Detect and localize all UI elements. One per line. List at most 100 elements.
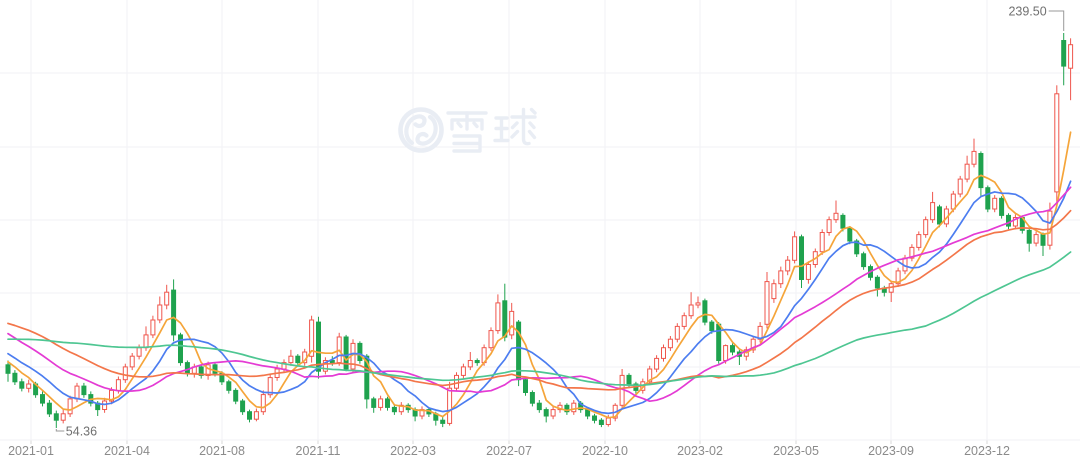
candle-down[interactable] bbox=[184, 362, 190, 374]
candle-down[interactable] bbox=[5, 364, 11, 374]
candle-down[interactable] bbox=[81, 385, 87, 396]
candle-down[interactable] bbox=[364, 355, 370, 400]
candle-up[interactable] bbox=[260, 394, 266, 413]
candle-down[interactable] bbox=[502, 300, 508, 338]
candle-up[interactable] bbox=[750, 338, 756, 351]
candle-up[interactable] bbox=[909, 246, 915, 259]
candle-up[interactable] bbox=[992, 197, 998, 210]
candle-up[interactable] bbox=[819, 232, 825, 253]
candle-down[interactable] bbox=[198, 366, 204, 376]
candle-down[interactable] bbox=[592, 415, 597, 421]
candle-up[interactable] bbox=[681, 315, 687, 327]
candle-down[interactable] bbox=[46, 402, 52, 415]
candle-up[interactable] bbox=[1068, 44, 1074, 69]
candle-up[interactable] bbox=[764, 281, 770, 325]
candle-up[interactable] bbox=[654, 357, 660, 370]
candle-down[interactable] bbox=[874, 276, 880, 289]
candle-down[interactable] bbox=[840, 214, 846, 229]
candle-up[interactable] bbox=[288, 355, 294, 364]
candle-up[interactable] bbox=[805, 264, 811, 280]
candle-down[interactable] bbox=[799, 236, 804, 281]
candle-up[interactable] bbox=[150, 319, 156, 336]
candle-up[interactable] bbox=[122, 366, 128, 381]
candle-down[interactable] bbox=[543, 409, 549, 417]
candle-up[interactable] bbox=[454, 374, 459, 389]
candle-down[interactable] bbox=[440, 419, 446, 424]
candle-up[interactable] bbox=[378, 398, 384, 408]
candle-down[interactable] bbox=[40, 394, 45, 404]
candle-up[interactable] bbox=[661, 347, 666, 359]
candle-down[interactable] bbox=[247, 411, 252, 420]
candle-up[interactable] bbox=[115, 379, 121, 391]
candle-down[interactable] bbox=[316, 321, 321, 372]
candle-up[interactable] bbox=[136, 347, 142, 357]
candle-up[interactable] bbox=[67, 398, 73, 415]
candle-down[interactable] bbox=[178, 334, 183, 364]
candle-down[interactable] bbox=[171, 289, 177, 336]
candle-up[interactable] bbox=[833, 212, 839, 221]
candle-up[interactable] bbox=[771, 283, 777, 300]
candle-down[interactable] bbox=[1040, 234, 1046, 246]
candle-up[interactable] bbox=[460, 366, 466, 376]
candle-up[interactable] bbox=[129, 355, 135, 368]
candle-up[interactable] bbox=[550, 409, 556, 417]
candle-up[interactable] bbox=[778, 270, 784, 285]
candle-up[interactable] bbox=[605, 417, 611, 426]
candle-down[interactable] bbox=[474, 360, 480, 364]
candle-down[interactable] bbox=[12, 372, 18, 383]
candle-down[interactable] bbox=[985, 187, 991, 210]
candle-up[interactable] bbox=[157, 304, 163, 321]
candle-up[interactable] bbox=[467, 360, 473, 368]
candle-up[interactable] bbox=[26, 383, 32, 389]
candle-up[interactable] bbox=[509, 310, 515, 336]
candle-down[interactable] bbox=[861, 253, 867, 268]
candle-up[interactable] bbox=[971, 150, 977, 165]
candle-up[interactable] bbox=[785, 259, 791, 272]
candle-down[interactable] bbox=[529, 392, 535, 404]
candle-down[interactable] bbox=[19, 381, 25, 389]
candle-up[interactable] bbox=[647, 368, 653, 383]
candle-up[interactable] bbox=[1033, 234, 1039, 244]
candle-up[interactable] bbox=[164, 291, 170, 306]
candle-down[interactable] bbox=[999, 197, 1005, 216]
candle-up[interactable] bbox=[74, 385, 80, 400]
candle-up[interactable] bbox=[309, 319, 315, 357]
candle-down[interactable] bbox=[564, 404, 570, 413]
candle-down[interactable] bbox=[716, 323, 722, 362]
candle-down[interactable] bbox=[1006, 214, 1011, 227]
candle-up[interactable] bbox=[1012, 217, 1018, 227]
candle-up[interactable] bbox=[571, 402, 577, 413]
candle-down[interactable] bbox=[598, 419, 604, 426]
candle-up[interactable] bbox=[1054, 93, 1060, 193]
candle-up[interactable] bbox=[930, 202, 936, 221]
candle-up[interactable] bbox=[205, 364, 211, 376]
candle-down[interactable] bbox=[371, 398, 377, 408]
candle-up[interactable] bbox=[964, 163, 970, 180]
candle-up[interactable] bbox=[674, 325, 680, 340]
candle-down[interactable] bbox=[854, 240, 860, 255]
candle-down[interactable] bbox=[233, 389, 239, 402]
candle-up[interactable] bbox=[923, 219, 929, 236]
candle-up[interactable] bbox=[957, 178, 963, 195]
candle-up[interactable] bbox=[398, 404, 404, 413]
candle-up[interactable] bbox=[695, 302, 701, 306]
candle-up[interactable] bbox=[688, 304, 694, 317]
candle-down[interactable] bbox=[978, 153, 984, 189]
candle-down[interactable] bbox=[523, 379, 528, 394]
candle-down[interactable] bbox=[1026, 229, 1032, 244]
candle-down[interactable] bbox=[709, 321, 715, 332]
candle-down[interactable] bbox=[329, 360, 335, 364]
candle-up[interactable] bbox=[322, 360, 328, 372]
candle-down[interactable] bbox=[1061, 40, 1067, 67]
candle-down[interactable] bbox=[847, 227, 853, 242]
candle-up[interactable] bbox=[143, 334, 149, 349]
candle-down[interactable] bbox=[702, 300, 708, 323]
candle-up[interactable] bbox=[495, 302, 501, 332]
candle-up[interactable] bbox=[826, 219, 832, 233]
candle-up[interactable] bbox=[950, 193, 956, 210]
candle-up[interactable] bbox=[488, 330, 494, 349]
candle-down[interactable] bbox=[343, 336, 349, 370]
candle-down[interactable] bbox=[937, 206, 942, 225]
candle-up[interactable] bbox=[792, 236, 798, 261]
